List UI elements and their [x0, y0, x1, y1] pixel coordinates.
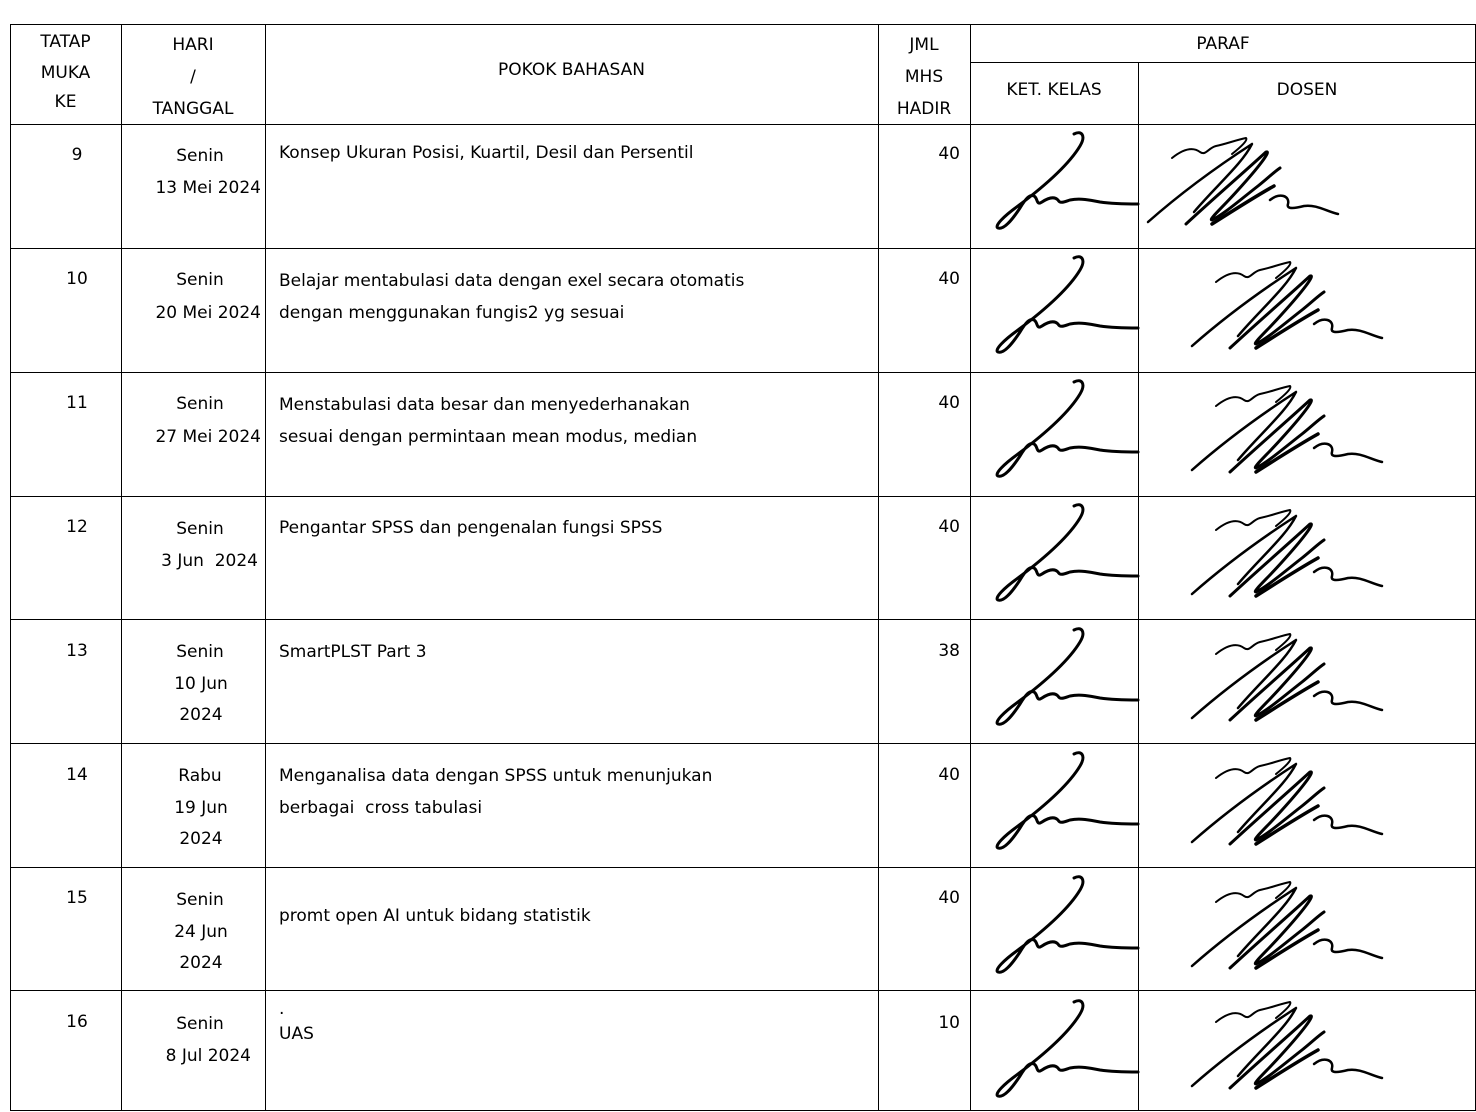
- table-border-top: [10, 24, 1476, 25]
- row-pokok-bahasan: Belajar mentabulasi data dengan exel sec…: [279, 271, 745, 291]
- row-tanggal: 13 Mei 2024: [155, 178, 261, 198]
- signature-ket-kelas: [995, 379, 1140, 478]
- header-bottom-rule: [10, 124, 1476, 125]
- header-slash: /: [190, 67, 196, 87]
- row-rule: [10, 496, 1476, 497]
- header-hadir: HADIR: [896, 99, 952, 119]
- row-jml-hadir: 40: [938, 888, 960, 908]
- row-tanggal: 27 Mei 2024: [155, 427, 261, 447]
- row-tatap-muka: 15: [66, 888, 88, 908]
- row-hari: Senin: [176, 519, 224, 539]
- row-pokok-bahasan: UAS: [279, 1024, 314, 1044]
- row-jml-hadir: 40: [938, 393, 960, 413]
- header-dosen: DOSEN: [1276, 80, 1338, 100]
- row-tatap-muka: 14: [66, 765, 88, 785]
- row-pokok-bahasan: Menganalisa data dengan SPSS untuk menun…: [279, 766, 713, 786]
- header-tanggal: TANGGAL: [152, 99, 234, 119]
- signature-dosen: [1190, 261, 1384, 350]
- col-divider: [265, 24, 266, 1111]
- signature-ket-kelas: [995, 503, 1140, 602]
- row-tatap-muka: 13: [66, 641, 88, 661]
- header-tatap-muka-1: TATAP: [40, 32, 91, 52]
- col-divider: [121, 24, 122, 1111]
- row-hari: Senin: [176, 394, 224, 414]
- signature-ket-kelas: [995, 751, 1140, 850]
- header-pokok-bahasan: POKOK BAHASAN: [498, 60, 645, 80]
- row-tanggal-year: 2024: [179, 953, 223, 973]
- row-hari: Senin: [176, 146, 224, 166]
- paraf-divider: [970, 62, 1476, 63]
- row-hari: Senin: [176, 270, 224, 290]
- signature-ket-kelas: [995, 999, 1140, 1098]
- signature-ket-kelas: [995, 875, 1140, 974]
- signature-ket-kelas: [995, 131, 1140, 230]
- row-jml-hadir: 40: [938, 144, 960, 164]
- row-jml-hadir: 38: [938, 641, 960, 661]
- row-pokok-bahasan: Konsep Ukuran Posisi, Kuartil, Desil dan…: [279, 143, 694, 163]
- row-pokok-bahasan: dengan menggunakan fungis2 yg sesuai: [279, 303, 625, 323]
- header-jml: JML: [909, 35, 939, 55]
- row-rule: [10, 990, 1476, 991]
- signature-dosen: [1190, 633, 1384, 722]
- row-rule: [10, 372, 1476, 373]
- table-border-left: [10, 24, 11, 1111]
- row-tanggal-year: 2024: [179, 705, 223, 725]
- row-jml-hadir: 40: [938, 765, 960, 785]
- row-jml-hadir: 40: [938, 269, 960, 289]
- header-tatap-muka-3: KE: [54, 92, 77, 112]
- signature-dosen: [1190, 757, 1384, 846]
- row-tatap-muka: 12: [66, 517, 88, 537]
- row-pokok-bahasan: promt open AI untuk bidang statistik: [279, 906, 591, 926]
- row-tanggal: 19 Jun: [174, 798, 228, 818]
- row-pokok-bahasan: sesuai dengan permintaan mean modus, med…: [279, 427, 698, 447]
- row-tatap-muka: 10: [66, 269, 88, 289]
- signature-dosen: [1190, 385, 1384, 474]
- row-tanggal: 10 Jun: [174, 674, 228, 694]
- header-hari: HARI: [172, 35, 214, 55]
- row-jml-hadir: 10: [938, 1013, 960, 1033]
- row-tanggal-year: 2024: [179, 829, 223, 849]
- signature-ket-kelas: [995, 627, 1140, 726]
- row-pokok-bahasan: SmartPLST Part 3: [279, 642, 427, 662]
- header-ket-kelas: KET. KELAS: [1006, 80, 1102, 100]
- header-tatap-muka-2: MUKA: [40, 63, 91, 83]
- row-tanggal: 20 Mei 2024: [155, 303, 261, 323]
- row-hari: Senin: [176, 1014, 224, 1034]
- row-rule: [10, 743, 1476, 744]
- row-tanggal: 8 Jul 2024: [165, 1046, 251, 1066]
- row-pokok-bahasan: Menstabulasi data besar dan menyederhana…: [279, 395, 690, 415]
- signature-dosen: [1146, 137, 1340, 226]
- row-tanggal: 24 Jun: [174, 922, 228, 942]
- col-divider: [1138, 62, 1139, 1111]
- signature-dosen: [1190, 509, 1384, 598]
- header-paraf: PARAF: [1196, 34, 1250, 54]
- col-divider: [970, 24, 971, 1111]
- signature-dosen: [1190, 881, 1384, 970]
- row-rule: [10, 867, 1476, 868]
- row-hari: Senin: [176, 890, 224, 910]
- row-tatap-muka: 9: [71, 145, 83, 165]
- row-rule: [10, 619, 1476, 620]
- col-divider: [878, 24, 879, 1111]
- header-mhs: MHS: [904, 67, 944, 87]
- table-border-bottom: [10, 1110, 1476, 1111]
- row-jml-hadir: 40: [938, 517, 960, 537]
- row-pokok-bahasan: .: [279, 999, 285, 1019]
- signature-dosen: [1190, 1001, 1384, 1090]
- row-pokok-bahasan: Pengantar SPSS dan pengenalan fungsi SPS…: [279, 518, 663, 538]
- row-rule: [10, 248, 1476, 249]
- row-hari: Rabu: [178, 766, 222, 786]
- row-tanggal: 3 Jun 2024: [161, 551, 258, 571]
- row-tatap-muka: 16: [66, 1012, 88, 1032]
- row-hari: Senin: [176, 642, 224, 662]
- row-pokok-bahasan: berbagai cross tabulasi: [279, 798, 483, 818]
- row-tatap-muka: 11: [66, 393, 88, 413]
- signature-ket-kelas: [995, 255, 1140, 354]
